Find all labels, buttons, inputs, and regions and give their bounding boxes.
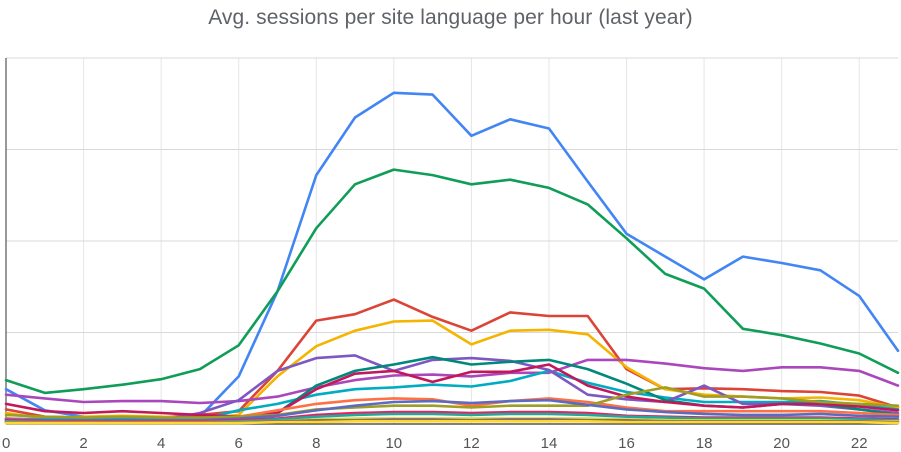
x-tick-label: 18	[696, 435, 713, 452]
series-line-2	[4, 168, 900, 395]
chart-title: Avg. sessions per site language per hour…	[208, 6, 693, 29]
x-tick-label: 12	[463, 435, 480, 452]
x-tick-label: 14	[541, 435, 558, 452]
x-axis-tick-labels: 0 2 4 6 8 10 12 14 16 18 20 22	[2, 435, 868, 452]
x-tick-label: 8	[312, 435, 320, 452]
x-tick-label: 22	[851, 435, 868, 452]
x-tick-label: 20	[773, 435, 790, 452]
x-tick-label: 2	[79, 435, 87, 452]
x-tick-label: 0	[2, 435, 10, 452]
gridlines	[5, 57, 898, 424]
x-tick-label: 6	[235, 435, 243, 452]
series-line-11	[4, 386, 900, 419]
series-line-17	[4, 419, 900, 425]
x-tick-label: 4	[157, 435, 165, 452]
series-line-9	[4, 363, 900, 419]
x-tick-label: 10	[385, 435, 402, 452]
series-lines	[4, 91, 900, 425]
x-tick-label: 16	[618, 435, 635, 452]
series-line-5	[4, 358, 900, 405]
